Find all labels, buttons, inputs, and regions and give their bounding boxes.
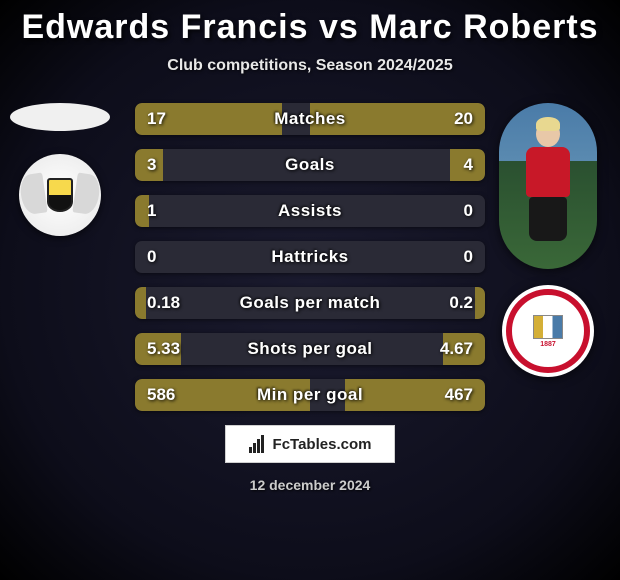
player1-club-badge bbox=[10, 149, 110, 241]
footer-brand-badge: FcTables.com bbox=[225, 425, 395, 463]
player2-photo bbox=[499, 103, 597, 269]
stat-label: Hattricks bbox=[135, 241, 485, 273]
stat-row: 00Hattricks bbox=[135, 241, 485, 273]
stat-row: 10Assists bbox=[135, 195, 485, 227]
stat-row: 0.180.2Goals per match bbox=[135, 287, 485, 319]
stat-label: Assists bbox=[135, 195, 485, 227]
stat-label: Shots per goal bbox=[135, 333, 485, 365]
stat-row: 34Goals bbox=[135, 149, 485, 181]
left-column bbox=[10, 103, 110, 241]
club1-crest bbox=[19, 154, 101, 236]
player1-placeholder-oval bbox=[10, 103, 110, 131]
brand-logo-icon bbox=[249, 435, 267, 453]
stat-label: Goals bbox=[135, 149, 485, 181]
stat-label: Min per goal bbox=[135, 379, 485, 411]
title-vs: vs bbox=[319, 8, 359, 46]
badge-shield-icon bbox=[533, 315, 563, 339]
stat-label: Matches bbox=[135, 103, 485, 135]
comparison-container: 1887 1720Matches 34Goals 10Assists 00Hattri… bbox=[0, 103, 620, 411]
subtitle: Club competitions, Season 2024/2025 bbox=[0, 57, 620, 75]
player2-figure bbox=[520, 121, 576, 241]
title-player2: Marc Roberts bbox=[369, 8, 598, 46]
crest-wings bbox=[19, 170, 101, 220]
stat-row: 5.334.67Shots per goal bbox=[135, 333, 485, 365]
stat-row: 1720Matches bbox=[135, 103, 485, 135]
player2-club-badge: 1887 bbox=[502, 285, 594, 377]
right-column: 1887 bbox=[498, 103, 598, 377]
title-player1: Edwards Francis bbox=[21, 8, 308, 46]
page-title: Edwards Francis vs Marc Roberts bbox=[0, 0, 620, 47]
stat-bars: 1720Matches 34Goals 10Assists 00Hattricks 0.… bbox=[135, 103, 485, 411]
badge-center: 1887 bbox=[519, 302, 577, 360]
footer-date: 12 december 2024 bbox=[0, 477, 620, 493]
brand-text: FcTables.com bbox=[273, 436, 372, 453]
stat-row: 586467Min per goal bbox=[135, 379, 485, 411]
stat-label: Goals per match bbox=[135, 287, 485, 319]
badge-year: 1887 bbox=[540, 341, 556, 348]
